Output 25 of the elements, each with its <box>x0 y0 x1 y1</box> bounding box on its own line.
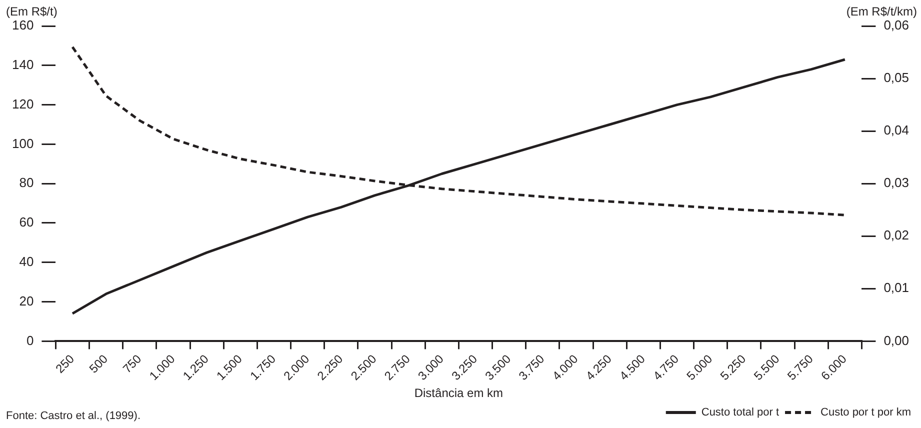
source-note: Fonte: Castro et al., (1999). <box>6 410 141 422</box>
y2-tick-label: 0,00 <box>884 332 910 348</box>
legend-label: Custo total por t <box>701 406 780 419</box>
y-axis-title: (Em R$/t) <box>6 4 58 18</box>
x-axis-title: Distância em km <box>414 386 504 400</box>
y2-tick-label: 0,03 <box>884 175 910 190</box>
y-tick-label: 120 <box>12 96 34 112</box>
y2-tick-label: 0,01 <box>884 280 910 296</box>
y-tick-label: 160 <box>12 18 34 33</box>
y-tick-label: 40 <box>19 254 34 269</box>
y2-tick-label: 0,02 <box>884 228 910 243</box>
legend-label: Custo por t por km <box>820 406 912 419</box>
y2-tick-label: 0,05 <box>884 70 910 86</box>
y-tick-label: 80 <box>19 175 34 190</box>
y2-tick-label: 0,06 <box>884 18 910 33</box>
y-tick-label: 0 <box>26 332 34 348</box>
x-tick-label: 750 <box>120 352 144 376</box>
y2-tick-label: 0,04 <box>884 122 910 138</box>
y-tick-label: 20 <box>19 293 34 308</box>
y-tick-label: 140 <box>12 56 34 72</box>
y2-axis-title: (Em R$/t/km) <box>846 4 917 18</box>
x-tick-label: 250 <box>52 352 78 376</box>
x-tick-label: 500 <box>86 352 111 376</box>
y-tick-label: 100 <box>12 136 34 151</box>
y-tick-label: 60 <box>19 214 34 230</box>
